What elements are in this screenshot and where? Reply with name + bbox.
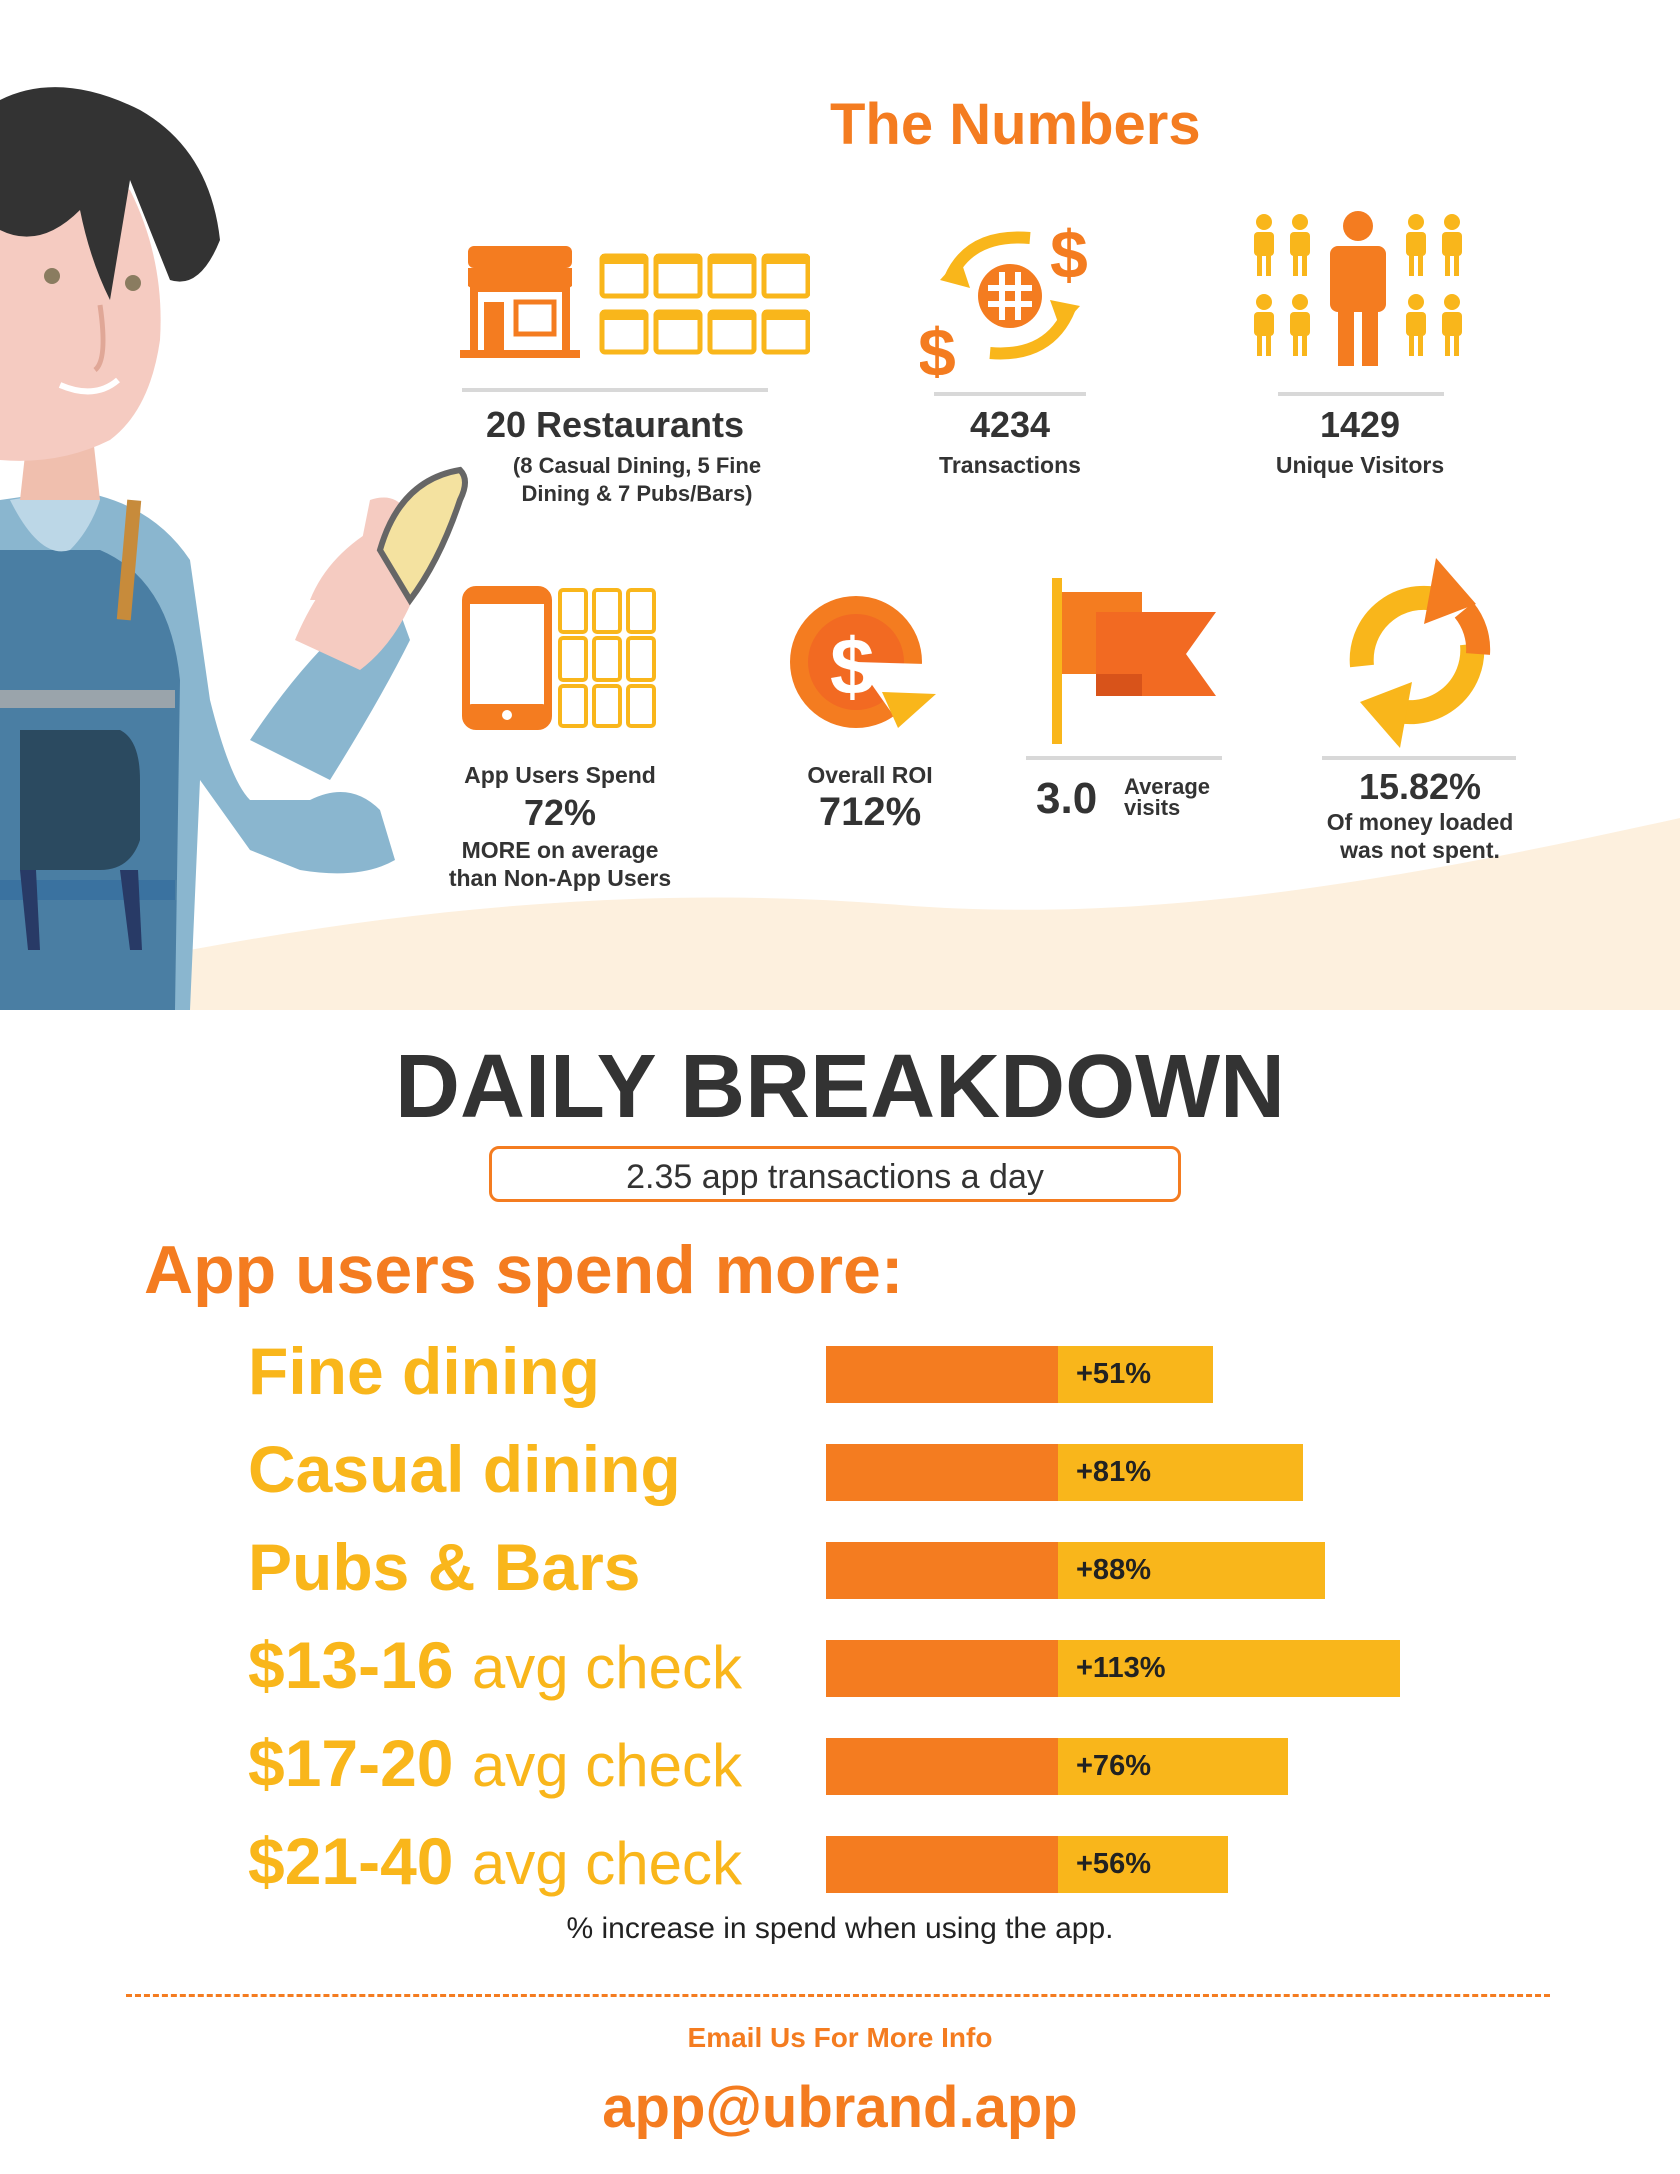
dollar-pie-icon: $ — [790, 596, 936, 728]
person-illustration — [0, 87, 468, 1010]
visits-divider — [1026, 756, 1222, 760]
row-label: $13-16 avg check — [248, 1632, 742, 1698]
unspent-divider — [1322, 756, 1516, 760]
baseline-bar — [826, 1444, 1058, 1501]
visitors-divider — [1278, 392, 1444, 396]
row-label-main: Casual dining — [248, 1432, 681, 1506]
unspent-line1: Of money loaded — [1326, 809, 1514, 835]
baseline-bar — [826, 1836, 1058, 1893]
app-spend-value: 72% — [523, 792, 597, 833]
flag-icon — [1052, 578, 1216, 744]
row-label-suffix: avg check — [471, 1830, 743, 1897]
baseline-bar — [826, 1346, 1058, 1403]
chart-footnote: % increase in spend when using the app. — [566, 1912, 1114, 1945]
row-label-main: Fine dining — [248, 1334, 600, 1408]
row-label: Pubs & Bars — [248, 1534, 640, 1600]
email-cta: Email Us For More Info — [687, 2022, 993, 2053]
currency-exchange-icon: $ $ — [920, 217, 1088, 378]
increase-label: +51% — [1076, 1358, 1151, 1390]
row-label-main: $21-40 — [248, 1824, 454, 1898]
footer-divider — [126, 1994, 1550, 1997]
transactions-label: Transactions — [939, 452, 1081, 478]
increase-label: +88% — [1076, 1554, 1151, 1586]
numbers-title: The Numbers — [830, 92, 1201, 157]
visits-label-line1: Average — [1124, 774, 1211, 799]
people-icon — [1254, 211, 1462, 366]
increase-label: +76% — [1076, 1750, 1151, 1782]
roi-label: Overall ROI — [807, 762, 933, 788]
row-label-main: $17-20 — [248, 1726, 454, 1800]
transactions-divider — [934, 392, 1086, 396]
refresh-icon — [1349, 558, 1491, 748]
increase-label: +113% — [1076, 1652, 1166, 1684]
hero-background — [0, 818, 1680, 1010]
breakdown-title: DAILY BREAKDOWN — [394, 1037, 1286, 1137]
email-link[interactable]: app@ubrand.app — [602, 2075, 1078, 2140]
storefront-icon — [460, 246, 810, 358]
unspent-line2: was not spent. — [1340, 837, 1500, 863]
row-label-suffix: avg check — [471, 1732, 743, 1799]
phone-icon — [462, 586, 656, 730]
restaurants-detail-line2: Dining & 7 Pubs/Bars) — [521, 481, 753, 506]
restaurants-detail: (8 Casual Dining, 5 Fine Dining & 7 Pubs… — [462, 452, 812, 508]
unspent-detail: Of money loaded was not spent. — [1290, 808, 1550, 864]
transactions-value: 4234 — [969, 404, 1051, 445]
row-label: $21-40 avg check — [248, 1828, 742, 1894]
unspent-value: 15.82% — [1358, 766, 1482, 807]
baseline-bar — [826, 1542, 1058, 1599]
increase-label: +81% — [1076, 1456, 1151, 1488]
app-spend-line3: than Non-App Users — [448, 865, 672, 891]
roi-value: 712% — [818, 790, 922, 834]
row-label: Fine dining — [248, 1338, 600, 1404]
visits-label-line2: visits — [1124, 795, 1181, 820]
app-spend-line1: App Users Spend — [464, 762, 656, 788]
visits-label: Average visits — [1124, 774, 1211, 820]
row-label-main: $13-16 — [248, 1628, 454, 1702]
row-label-main: Pubs & Bars — [248, 1530, 641, 1604]
restaurants-value: 20 Restaurants — [485, 404, 745, 445]
restaurants-detail-line1: (8 Casual Dining, 5 Fine — [512, 453, 762, 478]
visitors-value: 1429 — [1319, 404, 1401, 445]
svg-text:$: $ — [830, 622, 875, 711]
row-label: Casual dining — [248, 1436, 681, 1502]
app-spend-detail: MORE on average than Non-App Users — [420, 836, 700, 892]
row-label-suffix: avg check — [471, 1634, 743, 1701]
app-users-heading: App users spend more: — [144, 1232, 904, 1308]
restaurants-divider — [462, 388, 768, 392]
baseline-bar — [826, 1738, 1058, 1795]
row-label: $17-20 avg check — [248, 1730, 742, 1796]
visitors-label: Unique Visitors — [1275, 452, 1445, 478]
transactions-per-day: 2.35 app transactions a day — [489, 1146, 1181, 1202]
baseline-bar — [826, 1640, 1058, 1697]
svg-text:$: $ — [1050, 217, 1088, 293]
svg-text:$: $ — [920, 315, 956, 378]
app-spend-line2: MORE on average — [461, 837, 659, 863]
increase-label: +56% — [1076, 1848, 1151, 1880]
visits-value: 3.0 — [1036, 774, 1098, 823]
